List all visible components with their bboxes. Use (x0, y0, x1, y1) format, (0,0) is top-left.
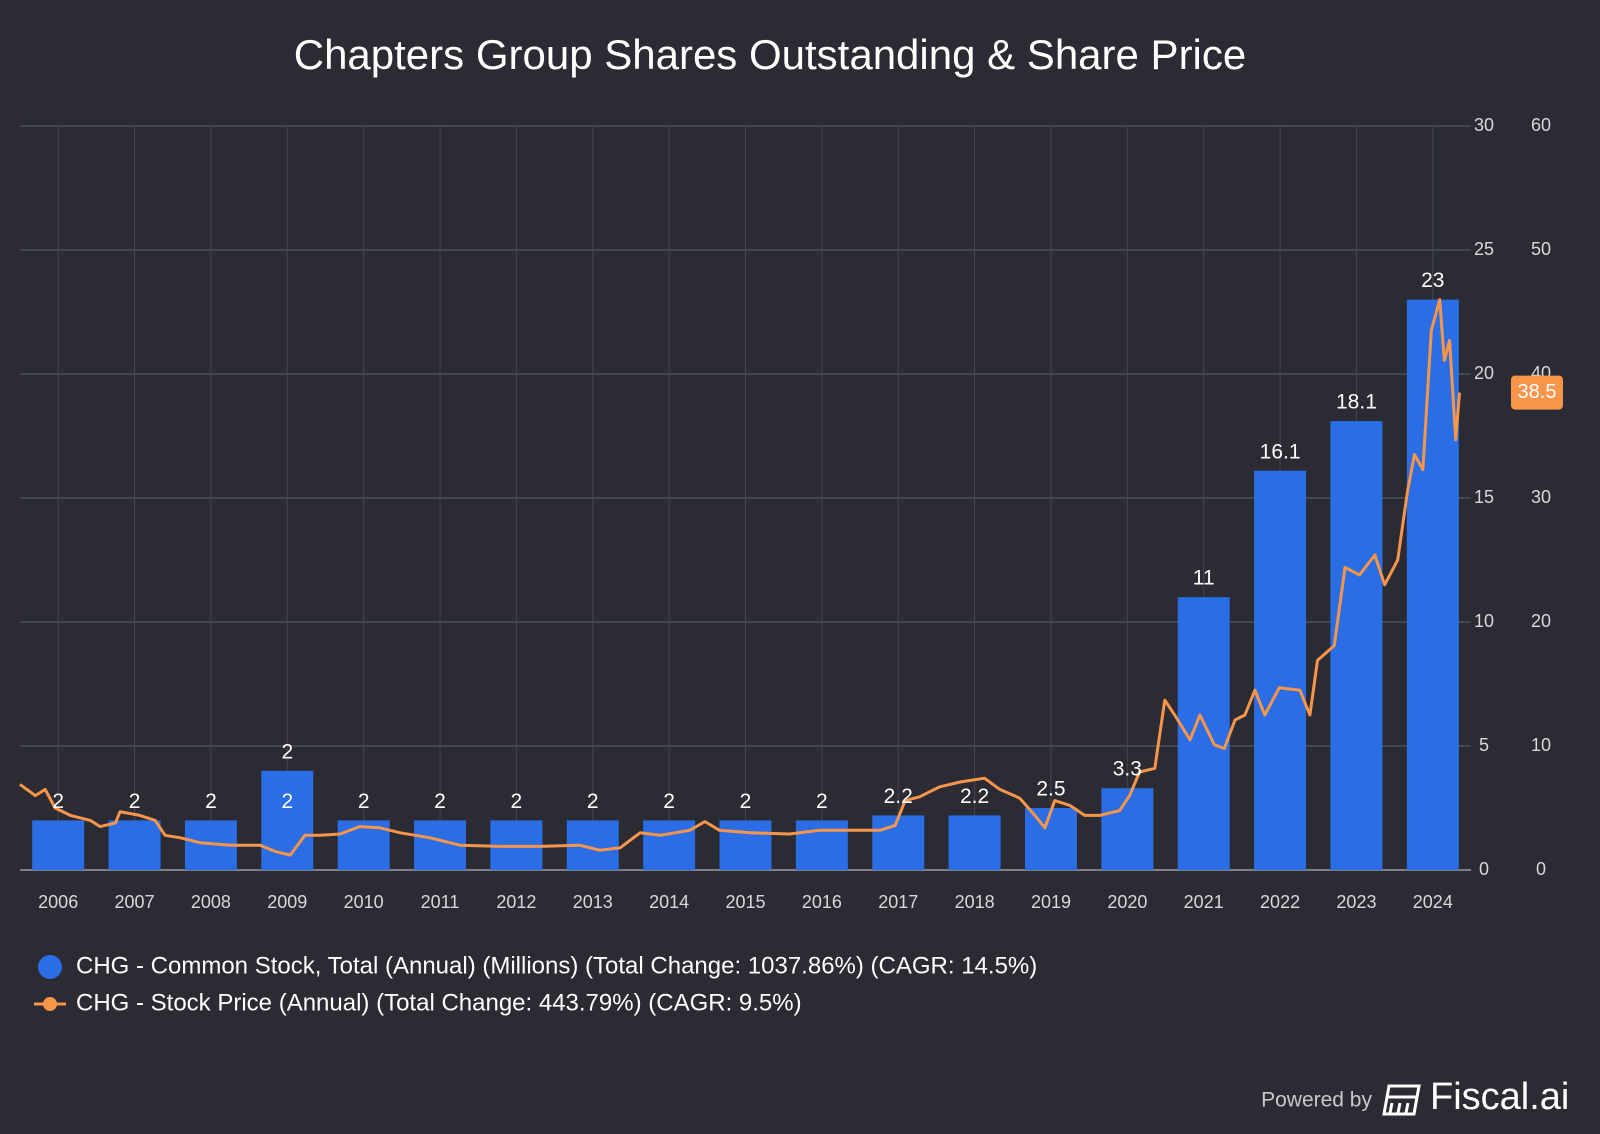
powered-by: Powered by (1261, 1089, 1372, 1112)
x-tick-label: 2021 (1184, 892, 1224, 912)
bar (643, 820, 696, 870)
x-tick-label: 2011 (421, 892, 460, 912)
y2-tick-label: 50 (1531, 239, 1551, 259)
bar-value-label: 2 (129, 790, 141, 813)
y2-tick-label: 20 (1531, 611, 1551, 631)
y-tick-label: 30 (1474, 115, 1494, 135)
brand-icon (1382, 1084, 1421, 1116)
bar (872, 815, 925, 870)
y-tick-label: 5 (1479, 735, 1489, 755)
x-tick-label: 2019 (1031, 892, 1071, 912)
bar-value-label: 2 (358, 790, 370, 813)
bar-value-label: 3.3 (1113, 758, 1142, 781)
legend-marker (38, 955, 62, 979)
y-tick-label: 25 (1474, 239, 1494, 259)
y2-tick-label: 30 (1531, 487, 1551, 507)
x-tick-label: 2016 (802, 892, 842, 912)
bar-value-label: 2 (281, 790, 293, 813)
bar-segment (261, 770, 314, 821)
bar-value-label: 2.2 (884, 785, 913, 808)
y2-tick-label: 10 (1531, 735, 1551, 755)
bar (1330, 421, 1383, 870)
legend-marker (43, 997, 57, 1011)
bar-value-label: 2 (740, 790, 752, 813)
x-tick-label: 2020 (1107, 892, 1147, 912)
bar-value-label: 2 (52, 790, 64, 813)
y-tick-label: 10 (1474, 611, 1494, 631)
bar-value-label: 2.2 (960, 785, 989, 808)
bar-value-label: 2 (205, 790, 217, 813)
bar (32, 820, 85, 870)
bar-value-label: 2 (511, 790, 523, 813)
legend-label: CHG - Common Stock, Total (Annual) (Mill… (76, 952, 1037, 979)
price-line (19, 298, 1461, 857)
x-tick-label: 2008 (191, 892, 231, 912)
y-tick-label: 0 (1479, 859, 1489, 879)
bar (719, 820, 772, 870)
bar (108, 820, 161, 870)
footer: Powered by Fiscal.ai (1261, 1076, 1569, 1118)
bar-value-label: 2.5 (1036, 778, 1065, 801)
x-tick-label: 2022 (1260, 892, 1300, 912)
bar (1406, 299, 1459, 871)
x-tick-label: 2013 (573, 892, 613, 912)
bar-value-label: 16.1 (1260, 440, 1301, 463)
brand: Fiscal.ai (1430, 1076, 1569, 1118)
bar (948, 815, 1001, 870)
last-value-label: 38.5 (1518, 381, 1557, 403)
x-tick-label: 2009 (267, 892, 307, 912)
y-tick-label: 15 (1474, 487, 1494, 507)
x-tick-label: 2014 (649, 892, 689, 912)
bar-value-label: 23 (1421, 269, 1444, 292)
bar-value-label: 2 (587, 790, 599, 813)
bar (1101, 788, 1154, 870)
x-tick-label: 2010 (344, 892, 384, 912)
bar-value-label: 2 (281, 740, 293, 763)
chart-title: Chapters Group Shares Outstanding & Shar… (294, 31, 1247, 78)
bar-value-label: 2 (434, 790, 446, 813)
x-tick-label: 2023 (1336, 892, 1376, 912)
bar-value-label: 2 (816, 790, 828, 813)
bar (261, 820, 314, 870)
x-tick-label: 2006 (38, 892, 78, 912)
legend-label: CHG - Stock Price (Annual) (Total Change… (76, 989, 802, 1016)
x-tick-label: 2007 (115, 892, 155, 912)
x-tick-label: 2018 (955, 892, 995, 912)
x-tick-label: 2012 (496, 892, 536, 912)
bar-value-label: 18.1 (1336, 391, 1377, 414)
y2-tick-label: 60 (1531, 115, 1551, 135)
x-tick-label: 2017 (878, 892, 918, 912)
x-tick-label: 2015 (725, 892, 765, 912)
bar-value-label: 2 (663, 790, 675, 813)
bar (1254, 470, 1307, 870)
bar (1024, 808, 1077, 870)
last-value-badge (1511, 375, 1563, 410)
x-tick-label: 2024 (1413, 892, 1453, 912)
y2-tick-label: 0 (1536, 859, 1546, 879)
bar-value-label: 11 (1193, 567, 1215, 590)
bar (795, 820, 848, 870)
y-tick-label: 20 (1474, 363, 1494, 383)
